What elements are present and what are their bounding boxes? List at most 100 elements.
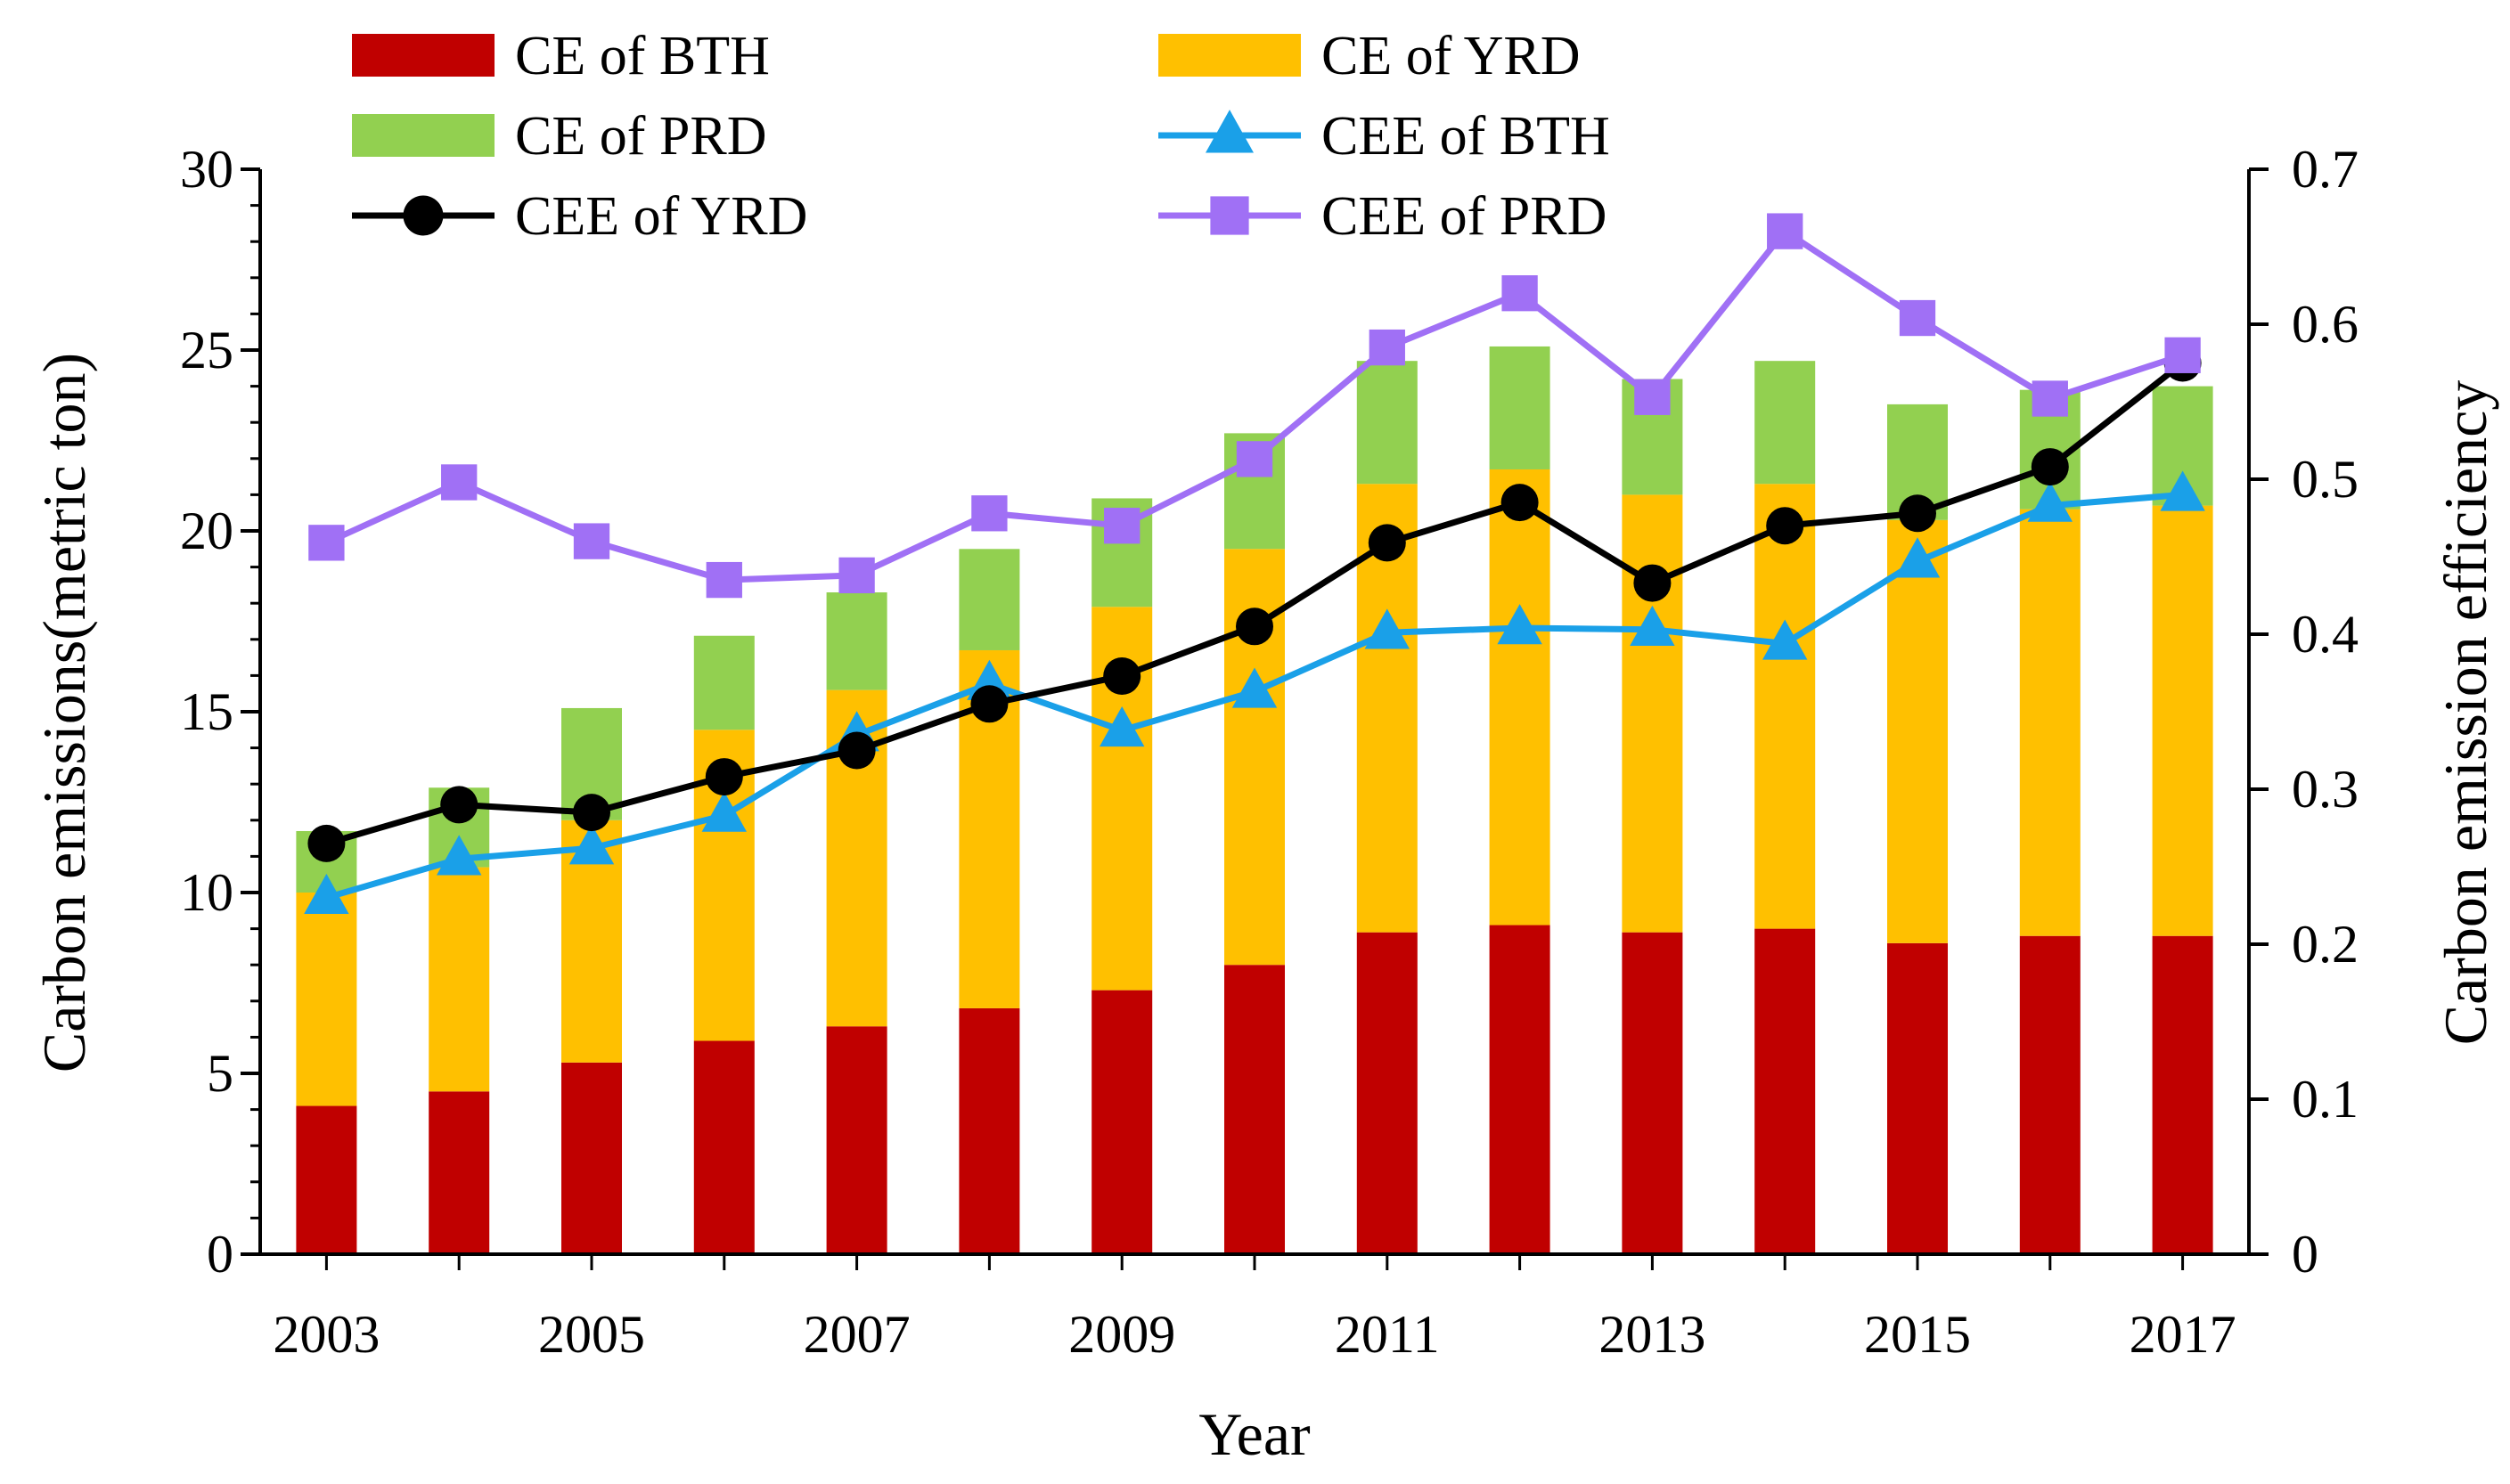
y-left-tick-label: 0 [207,1225,233,1284]
bar-ce-of-prd-2011 [1356,361,1418,485]
legend-label-cee-of-yrd: CEE of YRD [515,186,807,247]
x-tick-label-2011: 2011 [1335,1305,1440,1364]
bar-ce-of-yrd-2013 [1622,494,1683,933]
point-cee-of-yrd-2015 [1899,494,1936,533]
bar-ce-of-prd-2014 [1754,361,1816,485]
x-tick-label-2015: 2015 [1864,1305,1971,1364]
point-cee-of-yrd-2005 [573,794,610,832]
point-cee-of-yrd-2003 [307,824,346,862]
point-cee-of-yrd-2013 [1633,564,1672,602]
point-cee-of-prd-2017 [2164,337,2201,373]
point-cee-of-bth-2017 [2160,470,2205,511]
bar-ce-of-bth-2003 [296,1105,357,1254]
point-cee-of-yrd-2011 [1368,524,1406,562]
y-axis-right-title: Carbon emission efficiency [2432,380,2499,1046]
bar-ce-of-bth-2008 [959,1007,1020,1254]
legend-label-ce-of-bth: CE of BTH [515,26,770,86]
point-cee-of-bth-2005 [568,824,615,865]
legend-label-ce-of-yrd: CE of YRD [1321,26,1580,86]
y-axis-left-title: Carbon emissions(metric ton) [30,353,98,1072]
bar-ce-of-bth-2015 [1887,942,1948,1254]
y-right-tick-label: 0.1 [2292,1070,2359,1129]
x-tick-label-2009: 2009 [1068,1305,1175,1364]
bar-ce-of-prd-2008 [959,549,1020,650]
bar-ce-of-prd-2007 [826,592,887,690]
point-cee-of-bth-2003 [304,873,349,915]
y-left-tick-label: 20 [180,501,233,560]
legend-swatch-ce-of-bth [352,34,495,77]
y-right-tick-label: 0.2 [2292,915,2359,974]
legend-swatch-ce-of-prd [352,114,495,157]
legend-swatch-ce-of-yrd [1158,34,1301,77]
bar-ce-of-bth-2004 [429,1091,490,1254]
point-cee-of-prd-2011 [1369,329,1405,366]
y-left-tick-label: 25 [180,321,233,379]
bar-ce-of-yrd-2017 [2152,505,2213,936]
bar-ce-of-prd-2012 [1489,346,1550,469]
legend-label-cee-of-prd: CEE of PRD [1321,186,1607,247]
bar-ce-of-bth-2016 [2019,935,2081,1254]
point-cee-of-prd-2004 [441,464,478,501]
point-cee-of-yrd-2014 [1766,507,1804,545]
point-cee-of-bth-2015 [1894,537,1941,578]
y-right-tick-label: 0.5 [2292,450,2359,509]
bar-ce-of-bth-2006 [693,1040,755,1254]
bar-ce-of-bth-2005 [561,1062,622,1254]
x-tick-label-2007: 2007 [804,1305,911,1364]
y-right-tick-label: 0.6 [2292,295,2359,354]
x-tick-label-2017: 2017 [2130,1305,2236,1364]
bar-ce-of-bth-2007 [826,1026,887,1254]
point-cee-of-prd-2013 [1634,379,1671,415]
point-cee-of-prd-2015 [1899,299,1936,337]
x-tick-label-2005: 2005 [538,1305,645,1364]
point-cee-of-yrd-2009 [1103,656,1141,695]
bar-ce-of-yrd-2012 [1489,469,1550,925]
bar-ce-of-yrd-2016 [2019,509,2081,936]
y-right-tick-label: 0.3 [2292,760,2359,819]
legend-marker-cee-of-bth [1206,110,1254,153]
point-cee-of-yrd-2006 [705,758,743,796]
point-cee-of-prd-2005 [573,523,610,559]
x-axis-title: Year [1198,1400,1311,1468]
legend-marker-cee-of-yrd [403,195,444,236]
point-cee-of-prd-2016 [2032,380,2068,417]
tick-labels-layer: 0 5 10 15 20 25 30 0 0.1 0.2 0.3 0.4 0.5 0.6 0.7 2003 20… [180,140,2359,1364]
point-cee-of-prd-2008 [971,495,1008,532]
point-cee-of-bth-2004 [437,835,482,876]
point-cee-of-bth-2016 [2027,481,2073,522]
legend: CE of BTH CE of YRD CE of PRD CEE of BTH CEE… [352,26,1610,247]
legend-marker-cee-of-prd [1210,196,1249,235]
bar-ce-of-yrd-2014 [1754,484,1816,929]
y-left-tick-label: 30 [180,140,233,199]
point-cee-of-prd-2009 [1104,508,1141,544]
point-cee-of-bth-2010 [1231,667,1278,708]
point-cee-of-yrd-2010 [1236,607,1273,646]
y-right-tick-label: 0.4 [2292,605,2359,664]
bar-ce-of-bth-2012 [1489,925,1550,1254]
point-cee-of-yrd-2007 [838,731,876,770]
point-cee-of-bth-2013 [1630,605,1675,647]
y-right-tick-label: 0.7 [2292,140,2359,199]
point-cee-of-bth-2011 [1364,608,1410,649]
bar-ce-of-yrd-2003 [296,893,357,1106]
legend-label-ce-of-prd: CE of PRD [515,106,766,167]
bar-ce-of-yrd-2004 [429,867,490,1092]
bar-ce-of-yrd-2015 [1887,519,1948,943]
bar-ce-of-bth-2011 [1356,932,1418,1254]
point-cee-of-prd-2003 [308,525,345,561]
bar-ce-of-bth-2010 [1224,965,1285,1254]
point-cee-of-bth-2006 [701,791,747,832]
point-cee-of-prd-2012 [1501,275,1538,312]
point-cee-of-bth-2009 [1100,705,1145,747]
bar-ce-of-bth-2017 [2152,935,2213,1254]
x-tick-label-2003: 2003 [273,1305,380,1364]
point-cee-of-yrd-2016 [2031,448,2069,486]
legend-label-cee-of-bth: CEE of BTH [1321,106,1610,167]
bar-ce-of-bth-2013 [1622,932,1683,1254]
point-cee-of-yrd-2004 [440,786,478,824]
bar-ce-of-bth-2009 [1091,990,1153,1254]
lines-layer [304,213,2205,915]
ticks-layer [241,167,2269,1270]
point-cee-of-prd-2007 [838,557,875,594]
